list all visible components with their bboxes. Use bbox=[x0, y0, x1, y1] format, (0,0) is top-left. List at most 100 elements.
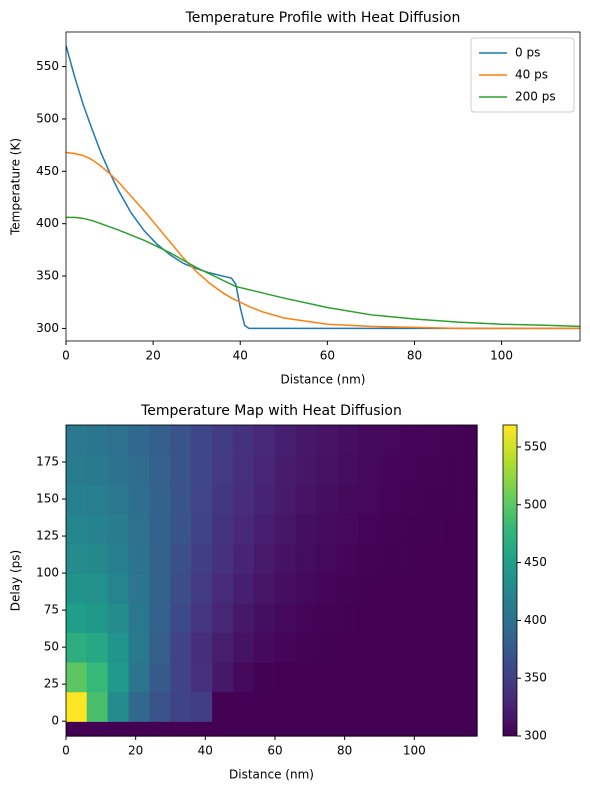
heatmap-cell bbox=[295, 484, 318, 515]
heatmap-cell bbox=[358, 543, 381, 574]
heatmap-cell bbox=[379, 632, 402, 663]
heatmap-cell bbox=[295, 721, 318, 737]
heatmap-cell bbox=[274, 424, 297, 456]
heatmap-cell bbox=[149, 513, 172, 545]
heatmap-cell bbox=[295, 424, 318, 456]
heatmap-cell bbox=[379, 543, 402, 574]
heatmap-cell bbox=[379, 691, 402, 722]
heatmap-cell bbox=[253, 454, 276, 485]
heatmap-cell bbox=[400, 454, 422, 485]
heatmap-cell bbox=[358, 721, 381, 737]
chart-title: Temperature Profile with Heat Diffusion bbox=[185, 10, 461, 26]
heatmap-cell bbox=[191, 543, 213, 574]
heatmap-cell bbox=[337, 513, 360, 545]
heatmap-cell bbox=[462, 572, 478, 604]
heatmap-cell bbox=[191, 572, 213, 604]
y-tick-label: 350 bbox=[36, 269, 59, 283]
heatmap-cell bbox=[212, 632, 234, 663]
heatmap-cell bbox=[442, 721, 464, 737]
heatmap-cell bbox=[233, 484, 255, 515]
heatmap-cell bbox=[337, 424, 360, 456]
heatmap-cell bbox=[253, 602, 276, 633]
colorbar-tick-label: 500 bbox=[524, 497, 547, 511]
heatmap-cell bbox=[107, 721, 130, 737]
heatmap-cell bbox=[170, 454, 193, 485]
legend-label: 200 ps bbox=[515, 90, 556, 104]
heatmap-cell bbox=[86, 602, 109, 633]
heatmap-cell bbox=[400, 484, 422, 515]
heatmap-cell bbox=[149, 484, 172, 515]
colorbar bbox=[502, 424, 518, 737]
heatmap-cell bbox=[65, 602, 88, 633]
heatmap-cell bbox=[316, 721, 339, 737]
heatmap-cell bbox=[128, 454, 151, 485]
heatmap-cell bbox=[65, 691, 88, 722]
heatmap-cell bbox=[400, 602, 422, 633]
x-tick-label: 60 bbox=[267, 744, 282, 758]
heatmap-cell bbox=[295, 454, 318, 485]
heatmap-cell bbox=[65, 572, 88, 604]
heatmap-cell bbox=[337, 602, 360, 633]
heatmap-cell bbox=[128, 543, 151, 574]
heatmap-cell bbox=[274, 691, 297, 722]
heatmap-cell bbox=[212, 572, 234, 604]
heatmap-cell bbox=[316, 484, 339, 515]
heatmap-cell bbox=[358, 602, 381, 633]
heatmap-cell bbox=[421, 424, 443, 456]
heatmap-cell bbox=[379, 721, 402, 737]
heatmap-cell bbox=[442, 424, 464, 456]
heatmap-cell bbox=[128, 632, 151, 663]
heatmap-cell bbox=[337, 454, 360, 485]
heatmap-cell bbox=[295, 543, 318, 574]
heatmap-cell bbox=[442, 691, 464, 722]
line-series bbox=[66, 151, 580, 330]
heatmap-cell bbox=[316, 572, 339, 604]
heatmap-cell bbox=[421, 543, 443, 574]
y-tick-label: 100 bbox=[36, 566, 59, 580]
y-tick-label: 300 bbox=[36, 321, 59, 335]
x-axis-label: Distance (nm) bbox=[229, 768, 314, 782]
heatmap-cell bbox=[212, 721, 234, 737]
heatmap-cell bbox=[170, 721, 193, 737]
colorbar-tick-label: 350 bbox=[524, 671, 547, 685]
x-tick-label: 60 bbox=[320, 349, 335, 363]
heatmap-cell bbox=[253, 632, 276, 663]
x-tick-label: 0 bbox=[62, 349, 70, 363]
heatmap-cell bbox=[379, 572, 402, 604]
heatmap-cell bbox=[253, 691, 276, 722]
heatmap-cell bbox=[379, 602, 402, 633]
heatmap-cell bbox=[379, 454, 402, 485]
x-tick-label: 100 bbox=[490, 349, 513, 363]
y-tick-label: 550 bbox=[36, 59, 59, 73]
heatmap-cell bbox=[442, 572, 464, 604]
heatmap-cell bbox=[212, 454, 234, 485]
heatmap-cell bbox=[358, 424, 381, 456]
colorbar-tick-label: 400 bbox=[524, 613, 547, 627]
heatmap-cell bbox=[274, 632, 297, 663]
heatmap-cell bbox=[400, 691, 422, 722]
heatmap-cell bbox=[86, 484, 109, 515]
heatmap-cell bbox=[358, 572, 381, 604]
heatmap-cell bbox=[107, 484, 130, 515]
heatmap-cell bbox=[421, 484, 443, 515]
line-series bbox=[66, 45, 580, 330]
heatmap-cell bbox=[358, 454, 381, 485]
heatmap-cell bbox=[274, 602, 297, 633]
heatmap-cell bbox=[337, 543, 360, 574]
heatmap-cell bbox=[295, 513, 318, 545]
heatmap-cell bbox=[316, 632, 339, 663]
heatmap-cell bbox=[107, 661, 130, 693]
heatmap-cell bbox=[421, 691, 443, 722]
heatmap-cell bbox=[149, 424, 172, 456]
heatmap-cell bbox=[358, 484, 381, 515]
heatmap-cell bbox=[253, 513, 276, 545]
heatmap-cell bbox=[295, 691, 318, 722]
heatmap-cell bbox=[149, 454, 172, 485]
heatmap-cell bbox=[65, 543, 88, 574]
heatmap-cell bbox=[233, 454, 255, 485]
heatmap-cell bbox=[295, 632, 318, 663]
heatmap-cell bbox=[379, 484, 402, 515]
heatmap-cell bbox=[170, 424, 193, 456]
heatmap-cell bbox=[191, 513, 213, 545]
